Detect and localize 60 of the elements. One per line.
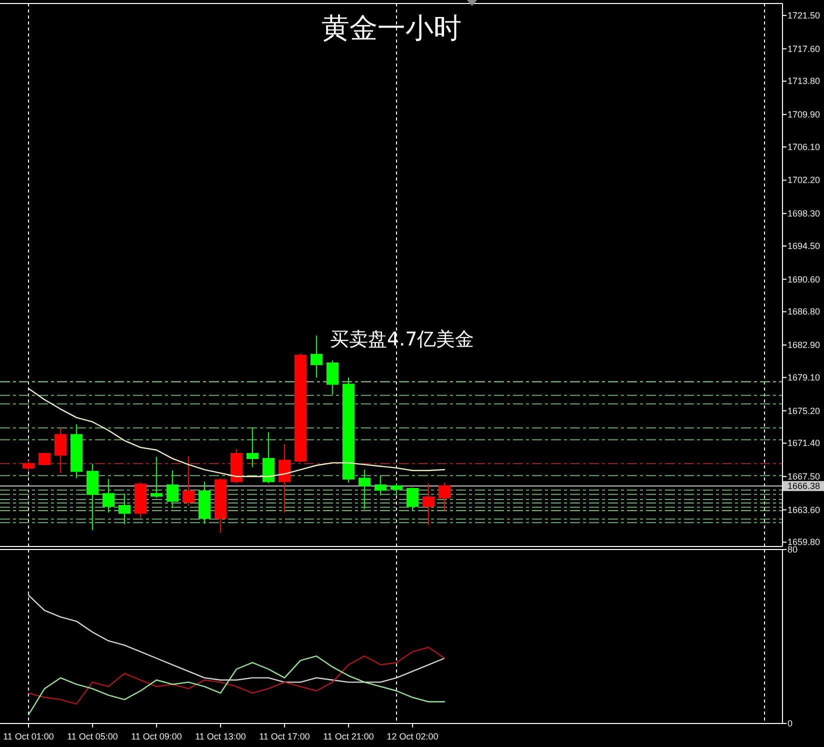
y-tick-label: 1698.30 [788,208,820,219]
y-tick-label: 1663.60 [788,504,820,515]
candlestick [134,482,146,518]
y-tick-label: 1713.80 [788,76,820,86]
candlestick [326,360,338,396]
candlestick [406,487,418,512]
candlestick [38,452,50,466]
candlestick [278,444,290,513]
candlestick [262,432,274,484]
x-tick-label: 11 Oct 17:00 [259,732,310,742]
y-tick-label: 1694.50 [788,240,820,251]
candlestick [22,460,34,472]
candlestick [246,427,258,468]
candlestick [182,456,194,506]
y-tick-label: 1675.20 [788,406,820,416]
y-tick-label: 1659.80 [788,537,820,548]
annotation: 买卖盘4.7亿美金 [330,328,474,350]
x-tick-label: 11 Oct 05:00 [67,732,118,742]
x-tick-label: 12 Oct 02:00 [386,732,438,742]
chart-title: 黄金一小时 [321,12,462,44]
candlestick [422,482,434,526]
line-series [28,655,446,716]
x-tick-label: 11 Oct 21:00 [323,732,374,742]
y-tick-label: 1679.10 [788,372,820,382]
y-tick-label: 1686.80 [788,306,820,317]
candlestick [102,478,114,513]
line-series [28,594,446,683]
candlestick [86,463,98,531]
candlestick [294,353,306,462]
line-series [28,646,446,705]
y-tick-label: 1717.60 [788,44,820,54]
y-tick-label: 80 [788,544,798,554]
line-series [28,388,446,478]
candlestick [342,376,354,483]
x-tick-label: 11 Oct 01:00 [3,732,54,742]
candlestick [214,478,226,534]
y-tick-label: 1667.50 [788,471,820,482]
candlestick [438,482,450,512]
candlestick [150,456,162,498]
candlestick [118,493,130,525]
candlestick [166,470,178,509]
candlestick [54,427,66,474]
x-tick-label: 11 Oct 09:00 [131,732,182,742]
y-tick-label: 1709.90 [788,109,820,120]
y-tick-label: 1706.10 [788,142,820,152]
candlestick [374,475,386,496]
candlestick [310,335,322,378]
candlestick [358,469,370,510]
y-tick-label: 1671.40 [788,438,820,448]
y-tick-label: 1682.90 [788,340,820,350]
candlestick [390,484,402,496]
candlestick [70,424,82,479]
y-tick-label: 1721.50 [788,10,820,20]
y-tick-label: 1702.20 [788,175,820,186]
ref-line-label: 1666.38 [788,481,820,492]
candlestick [198,481,210,524]
y-tick-label: 0 [788,718,793,728]
y-tick-label: 1690.60 [788,274,820,284]
candlestick [230,448,242,484]
x-tick-label: 11 Oct 13:00 [195,732,246,742]
